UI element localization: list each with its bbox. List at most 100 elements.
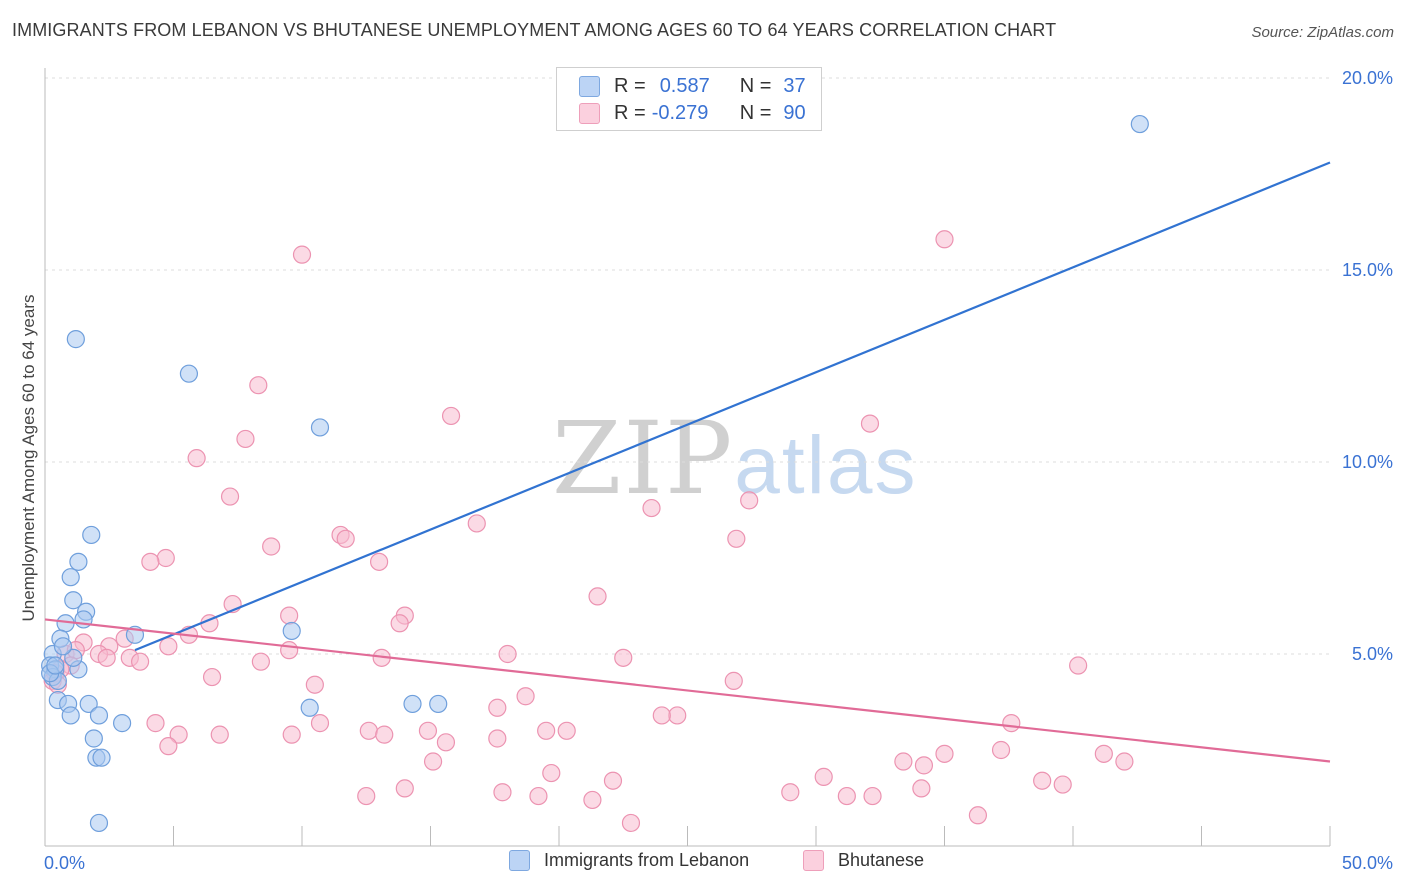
bhutanese-point (614, 648, 633, 667)
bhutanese-point (169, 725, 188, 744)
bhutanese-point (652, 706, 671, 725)
bhutanese-point (860, 414, 880, 433)
lebanon-point (89, 706, 109, 725)
bhutanese-point (282, 725, 301, 744)
lebanon-point (61, 568, 80, 587)
stats-row-bhutanese: R = -0.279 N = 90 (579, 100, 806, 126)
bhutanese-point (441, 406, 461, 426)
bhutanese-swatch (579, 102, 600, 124)
y-tick-label: 10.0% (1342, 452, 1393, 472)
bhutanese-point (251, 652, 270, 671)
bhutanese-point (935, 230, 954, 249)
bhutanese-point (220, 487, 240, 506)
chart-title: IMMIGRANTS FROM LEBANON VS BHUTANESE UNE… (12, 20, 1057, 40)
lebanon-point (429, 694, 448, 714)
lebanon-point (300, 698, 319, 717)
bhutanese-point (727, 529, 746, 548)
bhutanese-point (336, 529, 355, 548)
lebanon-point (61, 706, 80, 725)
x-tick-label: 0.0% (44, 853, 85, 873)
bhutanese-point (837, 786, 856, 806)
bhutanese-point (130, 652, 150, 671)
bhutanese-point (156, 548, 175, 568)
bhutanese-point (262, 537, 281, 556)
lebanon-n-value: 37 (783, 74, 806, 97)
bhutanese-point (1069, 656, 1088, 675)
bhutanese-point (141, 552, 160, 571)
lebanon-point (403, 694, 422, 714)
source-credit: Source: ZipAtlas.com (1251, 24, 1394, 41)
bhutanese-point (359, 721, 378, 740)
trend-line-bhutanese (44, 618, 1331, 763)
bhutanese-point (1053, 775, 1072, 794)
bhutanese-point (642, 498, 661, 518)
bhutanese-point (280, 606, 299, 625)
series-bhutanese-points (43, 230, 1134, 833)
lebanon-point (179, 364, 199, 383)
trend-lines (44, 161, 1331, 763)
bhutanese-point (1002, 714, 1021, 733)
bhutanese-point (863, 786, 882, 806)
lebanon-n-label: N = (739, 74, 772, 97)
tick-labels: 5.0% 10.0% 15.0% 20.0% 0.0% 50.0% (44, 68, 1393, 873)
legend: Immigrants from Lebanon Bhutanese (0, 850, 1406, 876)
bhutanese-point (1033, 771, 1052, 790)
legend-bhutanese-label: Bhutanese (838, 850, 925, 870)
lebanon-point (53, 637, 73, 656)
lebanon-point (69, 552, 88, 571)
bhutanese-point (310, 714, 330, 733)
lebanon-point (82, 525, 101, 545)
bhutanese-point (668, 706, 687, 725)
legend-lebanon-swatch (509, 850, 530, 871)
bhutanese-point (493, 783, 512, 802)
stats-row-lebanon: R = 0.587 N = 37 (579, 73, 806, 99)
legend-item-lebanon[interactable]: Immigrants from Lebanon (509, 850, 749, 871)
bhutanese-point (249, 376, 268, 395)
bhutanese-point (202, 667, 222, 687)
bhutanese-point (488, 698, 507, 717)
bhutanese-point (1115, 752, 1134, 771)
bhutanese-point (542, 763, 561, 783)
legend-bhutanese-swatch (803, 850, 824, 871)
bhutanese-point (781, 783, 800, 802)
x-tick-label: 50.0% (1342, 853, 1393, 873)
bhutanese-point (370, 552, 389, 571)
bhutanese-point (914, 756, 934, 775)
bhutanese-point (621, 813, 641, 833)
bhutanese-point (187, 449, 206, 468)
trend-line-lebanon (134, 161, 1331, 652)
lebanon-point (112, 714, 132, 733)
legend-item-bhutanese[interactable]: Bhutanese (803, 850, 924, 871)
bhutanese-point (603, 771, 623, 790)
bhutanese-point (159, 637, 178, 656)
lebanon-r-value: 0.587 (659, 74, 710, 97)
bhutanese-point (375, 725, 394, 744)
bhutanese-point (390, 614, 409, 633)
bhutanese-point (583, 790, 602, 810)
bhutanese-point (357, 786, 376, 806)
bhutanese-point (210, 725, 229, 744)
bhutanese-point (146, 714, 165, 733)
bhutanese-point (488, 729, 507, 748)
bhutanese-point (1094, 744, 1113, 763)
series-lebanon-points (41, 114, 1149, 833)
bhutanese-n-value: 90 (783, 101, 806, 124)
bhutanese-point (740, 491, 759, 510)
y-tick-label: 15.0% (1342, 260, 1393, 280)
bhutanese-r-label: R = (614, 101, 646, 124)
bhutanese-point (423, 752, 443, 771)
bhutanese-point (588, 587, 607, 606)
lebanon-point (46, 656, 65, 675)
y-tick-label: 20.0% (1342, 68, 1393, 88)
y-tick-label: 5.0% (1352, 644, 1393, 664)
lebanon-point (84, 729, 103, 748)
bhutanese-point (498, 644, 517, 664)
bhutanese-r-value: -0.279 (651, 101, 709, 124)
bhutanese-point (724, 671, 743, 690)
bhutanese-point (395, 779, 414, 798)
lebanon-point (1130, 114, 1149, 134)
bhutanese-point (557, 721, 576, 740)
lebanon-point (66, 330, 85, 349)
bhutanese-point (935, 744, 954, 763)
bhutanese-point (236, 429, 255, 449)
